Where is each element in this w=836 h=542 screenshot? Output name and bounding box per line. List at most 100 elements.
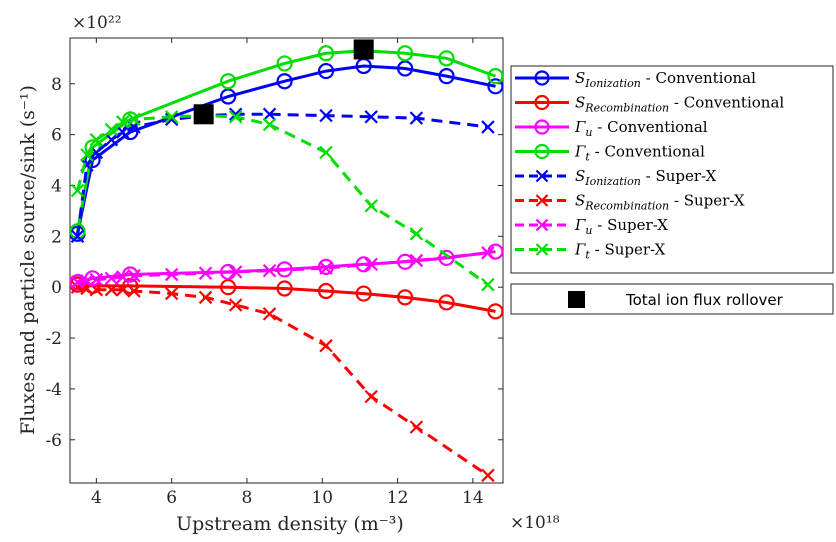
series-point: [397, 253, 414, 270]
series-point: [164, 267, 179, 282]
series-point: [409, 420, 424, 434]
series-point: [228, 298, 243, 312]
x-tick-label: 6: [166, 488, 177, 508]
series-point: [481, 468, 495, 483]
series-point: [228, 265, 243, 279]
x-tick-label: 4: [91, 488, 102, 508]
series-point: [409, 227, 424, 241]
legend-item: SRecombination - Super-X: [515, 192, 745, 213]
series-point: [164, 286, 179, 301]
series-point: [438, 68, 455, 85]
series-point: [276, 73, 293, 90]
series-point: [317, 45, 335, 62]
series-point: [220, 279, 237, 296]
y-tick-label: 6: [51, 126, 62, 146]
series-point: [164, 110, 179, 124]
rollover-legend-marker: [568, 291, 585, 308]
x-exponent-label: ×10¹⁸: [510, 513, 560, 533]
legend-item: Γu - Conventional: [515, 118, 708, 139]
legend-label: SIonization - Conventional: [575, 69, 756, 90]
series-point: [70, 183, 85, 198]
series-point: [104, 283, 119, 297]
series-point: [127, 284, 141, 298]
series-point: [535, 169, 549, 183]
series-point: [534, 70, 550, 86]
legend-item: Γt - Conventional: [515, 143, 705, 164]
series-point: [481, 120, 495, 134]
legend-item: SIonization - Super-X: [515, 167, 717, 188]
legend-item: Γu - Super-X: [515, 216, 668, 237]
legend-label: Γu - Super-X: [574, 216, 668, 237]
y-exponent-label: ×10²²: [72, 13, 122, 33]
series-line: [77, 283, 496, 313]
series-point: [115, 283, 130, 297]
series-point: [84, 139, 101, 156]
series-5: [70, 280, 495, 483]
series-point: [164, 112, 179, 127]
series-point: [115, 270, 130, 284]
series-point: [319, 108, 333, 123]
legend-item: SIonization - Conventional: [515, 69, 756, 90]
y-tick-label: 4: [51, 176, 62, 196]
series-point: [276, 55, 293, 72]
series-point: [89, 272, 104, 287]
series-point: [481, 246, 495, 260]
series-point: [487, 303, 503, 320]
y-tick-label: -2: [45, 329, 62, 349]
y-tick-label: 2: [51, 227, 62, 247]
series-point: [127, 112, 141, 127]
series-point: [89, 132, 104, 147]
series-point: [397, 289, 414, 306]
series-point: [319, 338, 333, 353]
series-point: [276, 280, 293, 297]
series-point: [364, 389, 378, 404]
legend-label: SIonization - Super-X: [575, 167, 717, 188]
series-point: [534, 119, 550, 135]
x-tick-label: 10: [311, 488, 333, 508]
series-point: [228, 110, 243, 124]
series-6: [70, 246, 495, 289]
series-point: [262, 117, 277, 132]
series-point: [262, 307, 277, 321]
series-point: [535, 243, 549, 256]
series-point: [70, 229, 85, 244]
series-point: [220, 73, 237, 90]
series-point: [122, 111, 139, 128]
legend-label: SRecombination - Conventional: [575, 94, 784, 115]
legend-item: Γt - Super-X: [515, 241, 666, 262]
legend-label: Γt - Super-X: [574, 241, 666, 262]
series-point: [481, 277, 495, 292]
rollover-legend: Total ion flux rollover: [510, 283, 834, 315]
series-point: [104, 271, 119, 286]
series-point: [317, 62, 335, 80]
series-point: [80, 148, 94, 162]
series-point: [104, 132, 119, 147]
legend-item: SRecombination - Conventional: [515, 94, 784, 115]
series-7: [70, 108, 495, 292]
series-point: [127, 269, 141, 283]
series-point: [397, 60, 414, 77]
series-point: [262, 263, 277, 278]
x-tick-label: 12: [387, 488, 409, 508]
series-point: [104, 122, 119, 137]
rollover-marker: [193, 104, 214, 125]
y-tick-label: 8: [51, 75, 62, 95]
series-legend-box: [510, 65, 834, 274]
series-point: [534, 94, 550, 111]
series-line: [77, 251, 489, 284]
series-point: [319, 145, 333, 160]
series-point: [487, 78, 503, 95]
series-point: [535, 218, 549, 232]
rollover-legend-box: [510, 283, 834, 315]
series-point: [535, 194, 549, 207]
plot-area: [69, 37, 504, 484]
series-point: [317, 282, 335, 300]
rollover-legend-label: Total ion flux rollover: [625, 291, 784, 309]
x-tick-label: 8: [242, 488, 253, 508]
series-point: [364, 110, 378, 124]
series-point: [487, 68, 503, 85]
y-axis-label: Fluxes and particle source/sink (s⁻¹): [17, 85, 39, 435]
series-point: [438, 50, 455, 67]
series-point: [409, 111, 424, 125]
